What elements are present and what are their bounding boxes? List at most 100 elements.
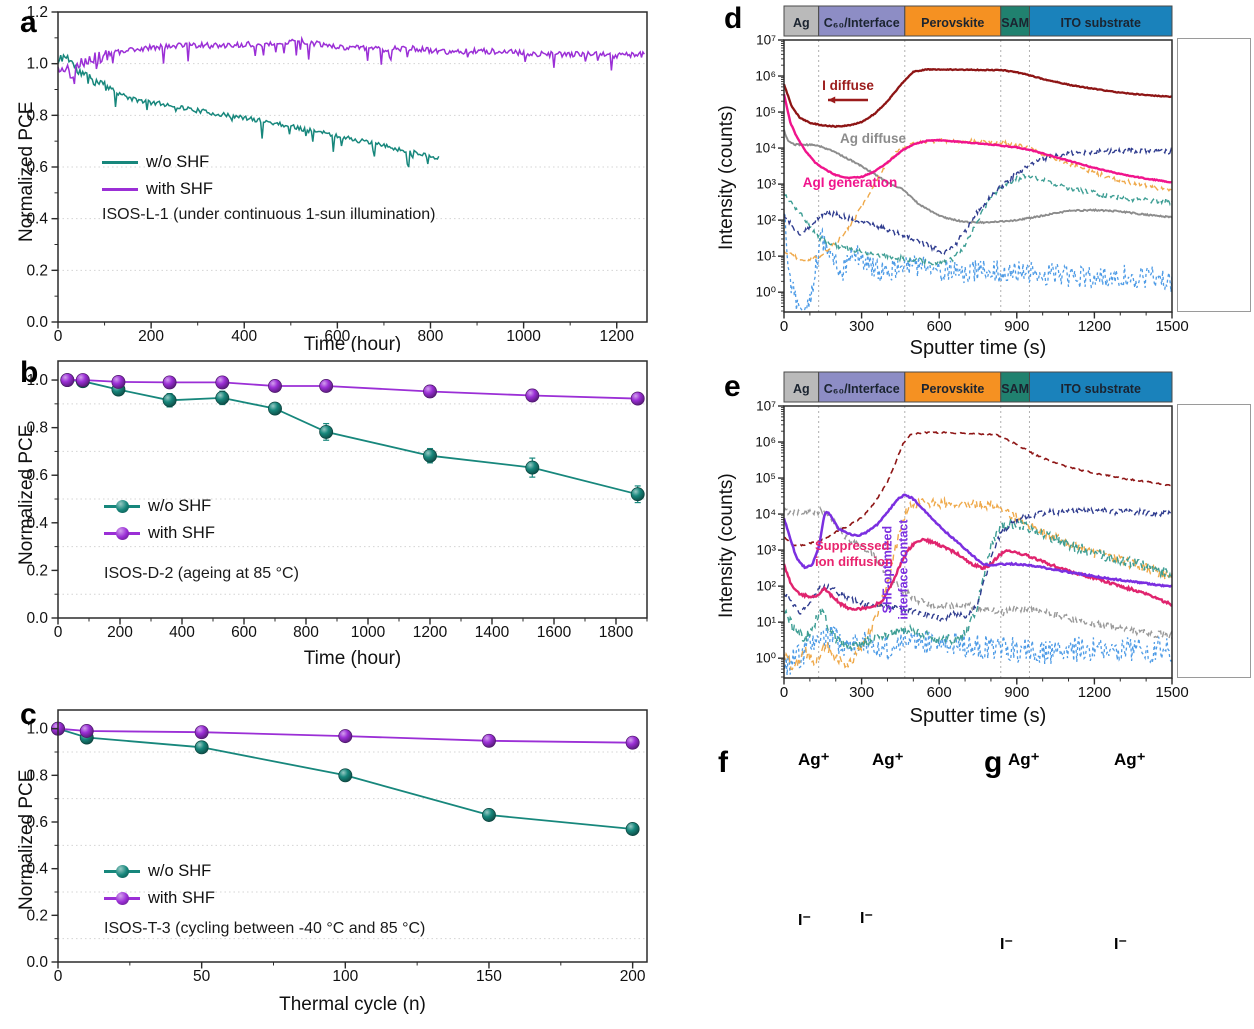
data-point-marker [319, 424, 334, 439]
chart-c-canvas: 0 50 100 150 200 0.0 0.2 0.4 0.6 0.8 1.0 Thermal cy… [26, 709, 648, 1015]
data-point-marker [625, 735, 640, 750]
y-tick-label: 10⁷ [756, 33, 776, 48]
f-iodide-label-2: I⁻ [860, 910, 873, 927]
data-point-marker [268, 379, 282, 393]
y-tick-label: 1.2 [26, 4, 48, 21]
layer-segment [1000, 5, 1030, 37]
data-point-marker [338, 768, 353, 783]
g-iodide-label-2: I⁻ [1114, 936, 1127, 953]
legend-label: w/o SHF [146, 153, 210, 171]
x-tick-label: 1800 [599, 624, 634, 641]
x-tick-label: 200 [620, 968, 646, 985]
layer-segment [1028, 5, 1173, 37]
g-iodide-label-1: I⁻ [1000, 936, 1013, 953]
x-tick-label: 1000 [506, 328, 541, 345]
x-tick-label: 0 [54, 624, 63, 641]
f-silver-ion-label-1: Ag⁺ [798, 750, 830, 769]
x-tick-label: 50 [193, 968, 211, 985]
y-tick-label: 10² [756, 213, 776, 228]
panel-letter-c: c [20, 698, 37, 731]
data-point-marker [319, 379, 334, 393]
layer-label: C₆₀/Interface [824, 16, 900, 30]
legend-item: w/o SHF [104, 493, 215, 520]
data-point-marker [482, 808, 496, 822]
layer-label: SAM [1001, 382, 1029, 396]
plot-area [782, 406, 1173, 678]
panel-letter-e: e [724, 370, 741, 403]
data-point-marker [194, 740, 209, 755]
y-axis-title-d: Intensity (counts) [716, 105, 737, 250]
legend-line-swatch [104, 865, 140, 878]
panel-e: Ag C₆₀/Interface Perovskite SAM ITO substrat… [700, 366, 1254, 728]
x-tick-label: 0 [54, 328, 63, 345]
layer-label: Perovskite [921, 382, 984, 396]
x-tick-label: 600 [324, 328, 350, 345]
layer-segment [783, 371, 820, 403]
legend-d [1177, 38, 1251, 312]
y-tick-label: 0.8 [26, 420, 48, 437]
panel-letter-d: d [724, 2, 743, 35]
y-tick-label: 1.0 [26, 721, 48, 738]
annotation-i-diffuse: I diffuse [822, 78, 874, 93]
data-point-marker [215, 390, 230, 405]
x-tick-label: 900 [1004, 684, 1029, 701]
y-tick-label: 10² [756, 579, 776, 594]
y-tick-label: 10⁴ [755, 141, 776, 156]
layer-segment [904, 5, 1002, 37]
data-point-marker [111, 374, 126, 389]
x-tick-label: 0 [780, 318, 788, 335]
y-tick-label: 0.6 [26, 814, 48, 831]
legend-item: with SHF [104, 885, 215, 912]
layer-label: Ag [793, 382, 810, 396]
layer-label: C₆₀/Interface [824, 382, 900, 396]
series-line-pbi [783, 137, 1173, 263]
series-line-c [783, 213, 1173, 312]
x-tick-label: 800 [418, 328, 444, 345]
x-tick-label: 1000 [351, 624, 386, 641]
x-tick-label: 1500 [1155, 318, 1188, 335]
data-point-marker [482, 733, 496, 748]
series-line-ino [783, 146, 1173, 256]
y-tick-label: 10⁰ [756, 651, 777, 666]
y-tick-label: 0.0 [26, 314, 48, 331]
data-point-marker [423, 384, 437, 399]
x-tick-label: 1400 [475, 624, 510, 641]
series-line-wo-shf [57, 53, 440, 168]
layer-stack-bar: Ag C₆₀/Interface Perovskite SAM ITO substrat… [783, 5, 1173, 37]
plot-area [782, 40, 1173, 312]
legend-label: w/o SHF [148, 862, 212, 880]
series-line-po [783, 173, 1173, 267]
y-tick-label: 1.0 [26, 372, 48, 389]
legend-a: w/o SHF with SHF [102, 149, 213, 203]
x-tick-label: 100 [332, 968, 358, 985]
x-axis-title: Time (hour) [304, 334, 401, 352]
x-axis-title: Thermal cycle (n) [279, 994, 426, 1015]
y-tick-label: 0.6 [26, 467, 48, 484]
legend-item: with SHF [102, 176, 213, 203]
f-silver-ion-label-2: Ag⁺ [872, 750, 904, 769]
test-condition-c: ISOS-T-3 (cycling between -40 °C and 85 … [104, 920, 426, 937]
y-tick-label: 10³ [756, 177, 776, 192]
y-tick-label: 10¹ [756, 249, 776, 264]
legend-item: with SHF [104, 520, 215, 547]
layer-label: ITO substrate [1061, 16, 1141, 30]
plot-area [57, 35, 647, 271]
x-tick-label: 1200 [599, 328, 634, 345]
schematic-f-canvas [712, 748, 988, 1029]
legend-line-swatch [102, 156, 138, 169]
data-point-marker [525, 460, 540, 475]
data-point-marker [268, 401, 282, 416]
y-tick-label: 10⁵ [755, 471, 776, 486]
y-axis-title-e: Intensity (counts) [716, 473, 737, 618]
data-point-marker [162, 375, 177, 390]
data-point-marker [215, 375, 230, 390]
legend-label: with SHF [148, 524, 215, 542]
test-condition-b: ISOS-D-2 (ageing at 85 °C) [104, 565, 299, 582]
x-tick-label: 1500 [1155, 684, 1188, 701]
x-axis-title: Time (hour) [304, 648, 401, 669]
series-line-i [783, 430, 1173, 547]
axes-frame [57, 360, 648, 619]
series-line-ino [783, 506, 1173, 622]
legend-item: w/o SHF [104, 858, 215, 885]
legend-line-swatch [102, 183, 138, 196]
